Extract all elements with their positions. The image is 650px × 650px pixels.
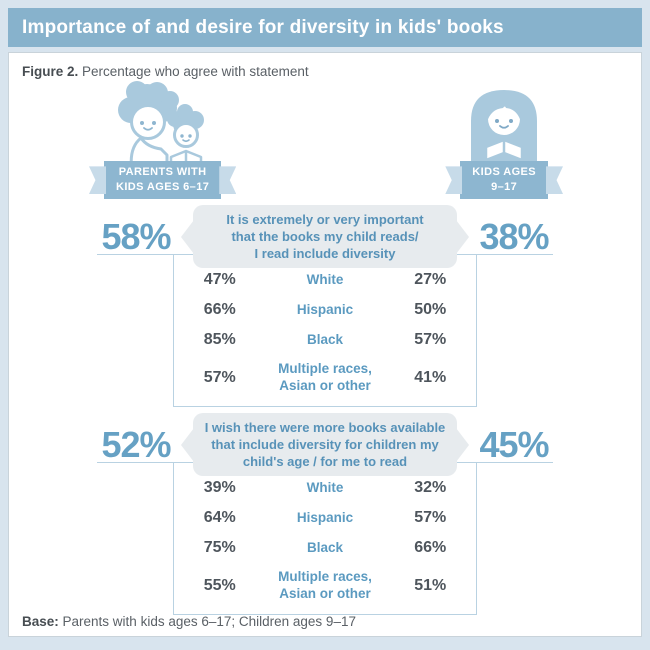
parents-pct: 75%	[203, 539, 236, 557]
kids-pct: 32%	[414, 479, 447, 497]
parents-pct: 47%	[203, 271, 236, 289]
race-label: Hispanic	[296, 302, 354, 318]
base-label: Base:	[22, 614, 59, 629]
personas-row: PARENTS WITH KIDS AGES 6–17 KIDS AGES 9–…	[95, 81, 555, 199]
statement-group-importance: 58% It is extremely or very important th…	[95, 205, 555, 407]
table-row: 47% White 27%	[174, 265, 476, 295]
figure-label: Figure 2.	[22, 64, 79, 79]
kids-banner: KIDS AGES 9–17	[460, 161, 548, 199]
race-label: Multiple races, Asian or other	[278, 361, 372, 393]
breakdown-table: 47% White 27% 66% Hispanic 50% 85% Black…	[173, 255, 477, 407]
kids-pct: 50%	[414, 301, 447, 319]
kids-overall-pct: 38%	[479, 215, 549, 257]
kids-pct: 66%	[414, 539, 447, 557]
table-row: 39% White 32%	[174, 473, 476, 503]
race-label: Hispanic	[296, 510, 354, 526]
base-text: Parents with kids ages 6–17; Children ag…	[58, 614, 356, 629]
table-row: 66% Hispanic 50%	[174, 295, 476, 325]
race-label: Black	[306, 332, 343, 348]
parents-banner: PARENTS WITH KIDS AGES 6–17	[104, 161, 222, 199]
base-note: Base: Parents with kids ages 6–17; Child…	[22, 614, 356, 629]
statement-bubble: I wish there were more books available t…	[193, 412, 457, 477]
statement-row: 52% I wish there were more books availab…	[95, 412, 555, 477]
parents-overall-pct: 58%	[101, 215, 171, 257]
kids-overall-pct: 45%	[479, 423, 549, 465]
race-label: White	[306, 480, 344, 496]
page-title: Importance of and desire for diversity i…	[22, 16, 504, 38]
parents-pct: 66%	[203, 301, 236, 319]
kids-persona: KIDS AGES 9–17	[460, 85, 548, 199]
breakdown-table: 39% White 32% 64% Hispanic 57% 75% Black…	[173, 463, 477, 615]
parents-pct: 57%	[203, 368, 236, 386]
parents-pct: 85%	[203, 331, 236, 349]
figure-card: Figure 2. Percentage who agree with stat…	[8, 52, 642, 637]
kids-pct: 51%	[414, 576, 447, 594]
table-row: 85% Black 57%	[174, 325, 476, 355]
parents-pct: 55%	[203, 576, 236, 594]
parents-pct: 39%	[203, 479, 236, 497]
kids-pct: 27%	[414, 271, 447, 289]
race-label: Multiple races, Asian or other	[278, 569, 372, 601]
kids-pct: 57%	[414, 509, 447, 527]
figure-caption-text: Percentage who agree with statement	[78, 64, 309, 79]
race-label: White	[306, 272, 344, 288]
table-row: 75% Black 66%	[174, 533, 476, 563]
table-row: 64% Hispanic 57%	[174, 503, 476, 533]
statement-bubble: It is extremely or very important that t…	[193, 205, 457, 269]
parents-pct: 64%	[203, 509, 236, 527]
statement-row: 58% It is extremely or very important th…	[95, 205, 555, 269]
figure-content: PARENTS WITH KIDS AGES 6–17 KIDS AGES 9–…	[95, 81, 555, 615]
parents-overall-pct: 52%	[101, 423, 171, 465]
parents-persona: PARENTS WITH KIDS AGES 6–17	[104, 79, 222, 199]
kids-pct: 41%	[414, 368, 447, 386]
header-bar: Importance of and desire for diversity i…	[8, 8, 642, 47]
figure-caption: Figure 2. Percentage who agree with stat…	[9, 64, 641, 79]
table-row: 55% Multiple races, Asian or other 51%	[174, 563, 476, 607]
child-reading-icon	[471, 90, 538, 180]
statement-group-desire: 52% I wish there were more books availab…	[95, 412, 555, 615]
race-label: Black	[306, 540, 343, 556]
kids-pct: 57%	[414, 331, 447, 349]
table-row: 57% Multiple races, Asian or other 41%	[174, 355, 476, 399]
